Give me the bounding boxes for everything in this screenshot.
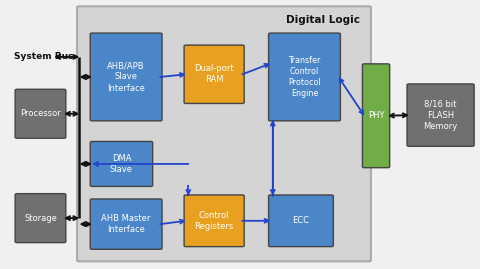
Text: DMA
Slave: DMA Slave bbox=[110, 154, 133, 174]
Text: System Bus: System Bus bbox=[14, 52, 73, 61]
FancyBboxPatch shape bbox=[77, 6, 371, 261]
FancyBboxPatch shape bbox=[407, 84, 474, 146]
FancyBboxPatch shape bbox=[184, 195, 244, 247]
FancyBboxPatch shape bbox=[15, 194, 66, 243]
FancyBboxPatch shape bbox=[184, 45, 244, 104]
Text: AHB/APB
Slave
Interface: AHB/APB Slave Interface bbox=[107, 61, 145, 93]
FancyBboxPatch shape bbox=[269, 195, 333, 247]
FancyBboxPatch shape bbox=[269, 33, 340, 121]
Text: Control
Registers: Control Registers bbox=[194, 211, 234, 231]
Text: Storage: Storage bbox=[24, 214, 57, 223]
Text: Dual-port
RAM: Dual-port RAM bbox=[194, 64, 234, 84]
Text: Transfer
Control
Protocol
Engine: Transfer Control Protocol Engine bbox=[288, 56, 321, 98]
Text: AHB Master
Interface: AHB Master Interface bbox=[101, 214, 151, 234]
Text: PHY: PHY bbox=[368, 111, 384, 120]
FancyBboxPatch shape bbox=[90, 141, 153, 186]
Text: ECC: ECC bbox=[292, 216, 310, 225]
Text: 8/16 bit
FLASH
Memory: 8/16 bit FLASH Memory bbox=[423, 100, 458, 131]
FancyBboxPatch shape bbox=[362, 64, 390, 168]
Text: Processor: Processor bbox=[20, 109, 61, 118]
FancyBboxPatch shape bbox=[90, 199, 162, 249]
FancyBboxPatch shape bbox=[15, 89, 66, 138]
FancyBboxPatch shape bbox=[90, 33, 162, 121]
Text: Digital Logic: Digital Logic bbox=[286, 15, 360, 25]
